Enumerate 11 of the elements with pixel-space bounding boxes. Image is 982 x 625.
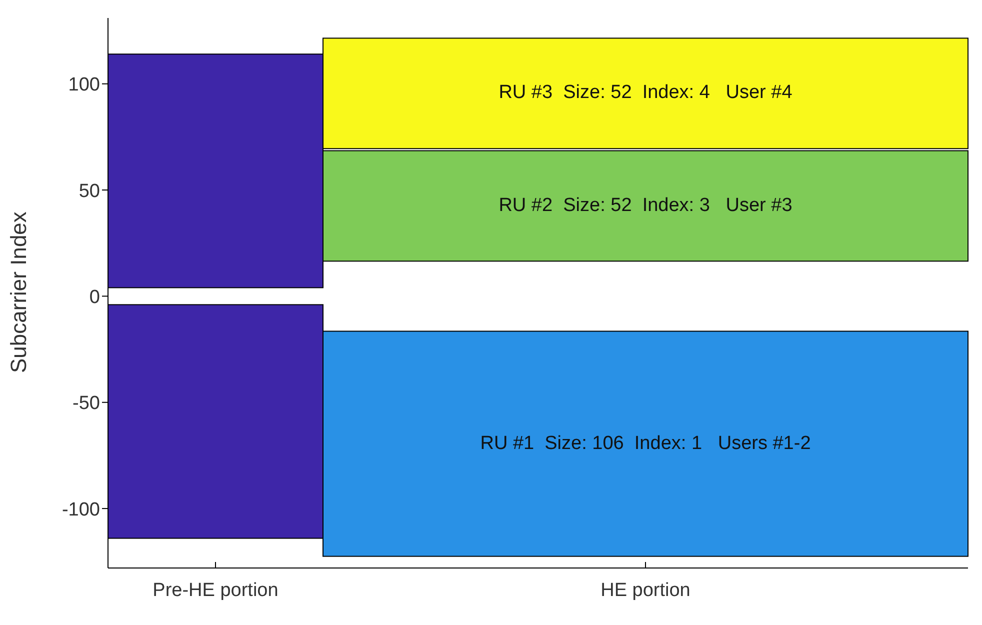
annotation: RU #1 Size: 106 Index: 1 Users #1-2 [480,432,811,455]
annotation: RU #3 Size: 52 Index: 4 User #4 [498,82,792,104]
annotation: RU #2 Size: 52 Index: 3 User #3 [498,194,792,217]
y-axis-title: Subcarrier Index [6,212,31,373]
y-tick-label: -50 [72,393,100,414]
y-tick-label: 100 [68,74,100,96]
x-tick-label: HE portion [600,580,690,601]
x-tick-label: Pre-HE portion [152,580,278,601]
y-tick-label: -100 [62,499,100,520]
y-tick-label: 50 [78,180,100,202]
y-tick-label: 0 [89,286,100,308]
